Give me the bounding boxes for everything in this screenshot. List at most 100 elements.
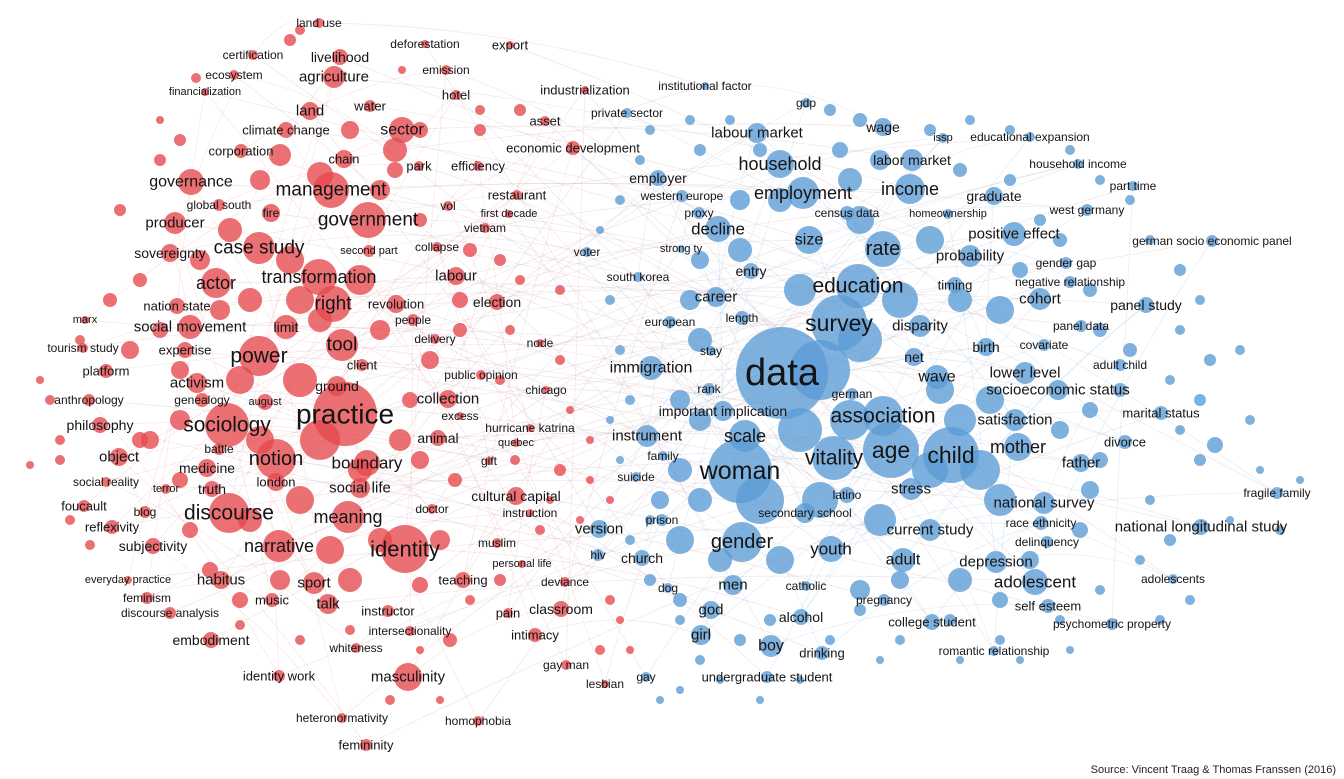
red-term-node [273,670,285,682]
red-node [535,525,545,535]
red-term-node [248,50,258,60]
blue-node [1207,437,1223,453]
blue-node [651,491,669,509]
blue-term-node [938,133,948,143]
red-term-node [476,370,486,380]
blue-node [1174,264,1186,276]
red-term-label: expertise [159,343,212,358]
red-node [172,472,188,488]
red-term-label: chicago [525,383,567,397]
link [477,165,517,444]
red-term-label: practice [296,399,394,430]
link [169,136,1031,254]
blue-term-label: hiv [590,548,605,562]
blue-node [1083,283,1097,297]
link [285,326,449,400]
red-node [341,121,359,139]
red-term-node [313,382,377,446]
red-term-node [443,201,453,211]
link [657,177,806,514]
blue-term-label: alcohol [779,609,823,625]
red-term-node [439,390,457,408]
red-term-node [239,336,279,376]
blue-term-node [959,245,981,267]
red-term-label: land [296,103,324,120]
red-term-label: everyday practice [85,574,171,586]
link [995,553,1174,580]
blue-term-label: catholic [786,579,827,593]
red-term-node [387,295,405,313]
blue-term-label: panel data [1053,319,1109,333]
link [560,195,683,610]
blue-term-label: german [832,387,873,401]
link [118,456,367,746]
blue-term-node [793,609,809,625]
blue-node [656,696,664,704]
link [800,298,1041,618]
link [82,262,1067,349]
red-node [170,410,190,430]
link [698,137,944,214]
red-term-node [332,49,348,65]
blue-node [1092,452,1108,468]
red-term-label: collection [417,391,480,408]
blue-term-label: boy [758,638,784,655]
blue-node [944,614,956,626]
red-node [26,461,34,469]
red-node [121,341,139,359]
red-node [515,275,525,285]
blue-term-node [1014,362,1036,384]
blue-term-node [919,519,941,541]
blue-term-label: disparity [892,318,948,335]
red-term-label: power [230,345,287,368]
blue-term-label: positive effect [968,226,1060,243]
blue-term-node [1041,536,1053,548]
red-node [345,265,375,295]
red-term-node [526,424,534,432]
red-term-label: instruction [503,506,558,520]
blue-term-node [1118,435,1132,449]
red-term-node [234,144,248,158]
blue-term-node [663,583,673,593]
red-node [555,355,565,365]
link [455,275,724,412]
blue-term-node [664,316,676,328]
red-term-node [265,593,279,607]
blue-node [644,574,656,586]
blue-node [1081,481,1099,499]
red-term-node [243,232,275,264]
red-term-node [421,40,429,48]
red-term-node [201,88,209,96]
red-node [103,293,117,307]
link [929,304,1147,531]
blue-term-label: german socio economic panel [1132,234,1291,248]
blue-term-label: adult [886,552,921,569]
red-node [554,464,566,476]
blue-term-node [1106,618,1118,630]
link [258,355,1019,448]
red-node [412,577,428,593]
red-term-node [512,190,522,200]
blue-term-node [761,671,773,683]
blue-node [625,535,635,545]
blue-term-label: instrument [612,428,683,445]
blue-term-node [811,295,867,351]
link [206,467,885,601]
blue-term-label: father [1062,455,1100,472]
blue-node [1155,615,1165,625]
link [846,346,987,496]
blue-node [1185,595,1195,605]
blue-term-node [1004,433,1032,461]
red-node [510,455,520,465]
blue-term-label: suicide [617,470,655,484]
blue-node [984,484,1016,516]
red-node [55,455,65,465]
blue-term-label: entry [735,263,766,279]
blue-node [1012,262,1028,278]
link [662,452,912,490]
link [395,303,848,496]
blue-term-node [633,272,643,282]
blue-term-node [812,436,856,480]
link [680,248,1036,583]
blue-node [768,188,792,212]
